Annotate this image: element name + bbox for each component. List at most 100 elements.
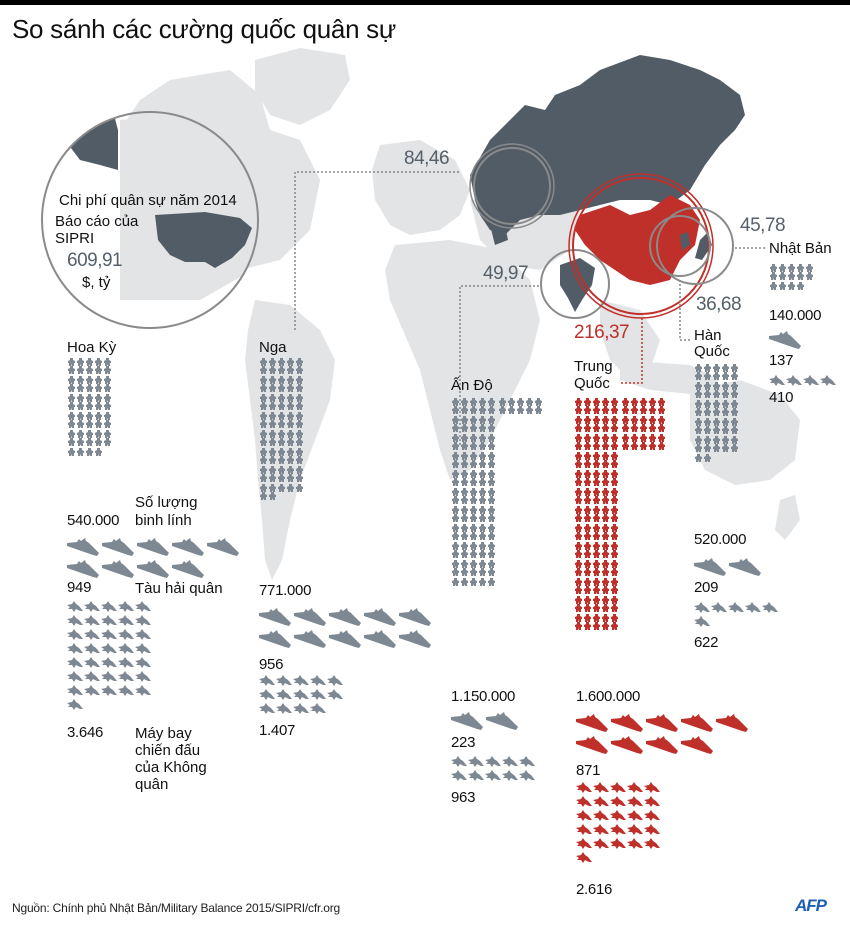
soldier-icon [278, 394, 285, 402]
soldier-icon [488, 406, 495, 414]
soldier-icon [631, 416, 638, 424]
fighter-jet-icon [118, 671, 134, 682]
soldier-icon [461, 398, 468, 406]
soldier-icon [77, 402, 84, 410]
soldier-icon [461, 496, 468, 504]
fighter-jet-icon [327, 675, 343, 686]
soldier-icon [479, 406, 486, 414]
soldier-icon [575, 442, 582, 450]
soldier-icon [731, 426, 738, 434]
soldier-icon [104, 420, 111, 428]
soldier-icon [584, 470, 591, 478]
soldier-icon [593, 560, 600, 568]
fighter-jet-icon [118, 643, 134, 654]
soldier-icon [517, 406, 524, 414]
fighter-jet-icon [576, 852, 592, 863]
fighter-jet-icon [502, 756, 518, 767]
soldier-icon [722, 364, 729, 372]
soldier-icon [470, 452, 477, 460]
soldier-icon [713, 372, 720, 380]
soldier-icon [278, 456, 285, 464]
warship-icon [329, 630, 361, 648]
soldier-icon [470, 560, 477, 568]
soldier-icon [611, 424, 618, 432]
soldiers-label-line2: binh lính [135, 512, 192, 529]
soldier-icon [649, 406, 656, 414]
soldier-icon [260, 438, 267, 446]
fighter-jet-icon [627, 838, 643, 849]
soldier-icon [722, 400, 729, 408]
soldier-icon [479, 398, 486, 406]
soldier-icon [95, 384, 102, 392]
soldier-icon [704, 436, 711, 444]
fighter-jet-icon [118, 657, 134, 668]
soldier-icon [770, 272, 777, 280]
india-soldiers-value: 1.150.000 [451, 688, 516, 705]
soldier-icon [602, 622, 609, 630]
soldier-icon [260, 492, 267, 500]
soldier-icon [722, 390, 729, 398]
fighter-jet-icon [803, 375, 819, 386]
fighter-jet-icon [293, 675, 309, 686]
soldier-icon [296, 420, 303, 428]
soldier-icon [488, 424, 495, 432]
soldier-icon [452, 542, 459, 550]
top-bar [0, 0, 850, 5]
soldier-icon [611, 398, 618, 406]
fighter-jet-icon [610, 782, 626, 793]
warship-icon [681, 714, 713, 732]
fighter-jet-icon [327, 689, 343, 700]
soldier-icon [649, 416, 656, 424]
soldier-icon [593, 488, 600, 496]
china-aircraft-icons [576, 782, 661, 866]
soldier-icon [593, 586, 600, 594]
soldier-icon [296, 358, 303, 366]
soldier-icon [461, 478, 468, 486]
soldier-icon [488, 506, 495, 514]
soldier-icon [806, 272, 813, 280]
soldier-icon [602, 604, 609, 612]
soldier-icon [95, 420, 102, 428]
soldier-icon [77, 358, 84, 366]
soldiers-label-line1: Số lượng [135, 494, 198, 511]
soldier-icon [269, 376, 276, 384]
soldier-icon [470, 568, 477, 576]
usa-soldiers-value: 540.000 [67, 512, 120, 529]
soldier-icon [278, 366, 285, 374]
warship-icon [364, 630, 396, 648]
soldier-icon [269, 384, 276, 392]
soldier-icon [470, 478, 477, 486]
warship-icon [172, 538, 204, 556]
soldier-icon [584, 514, 591, 522]
fighter-jet-icon [820, 375, 836, 386]
soldier-icon [470, 398, 477, 406]
soldier-icon [611, 560, 618, 568]
soldier-icon [584, 568, 591, 576]
soldier-icon [611, 524, 618, 532]
soldier-icon [788, 264, 795, 272]
soldier-icon [287, 466, 294, 474]
soldier-icon [488, 478, 495, 486]
aircraft-label-line2: chiến đấu [135, 742, 201, 759]
soldier-icon [593, 514, 600, 522]
soldier-icon [622, 434, 629, 442]
soldier-icon [575, 596, 582, 604]
soldier-icon [584, 578, 591, 586]
soldier-icon [584, 416, 591, 424]
soldier-icon [269, 492, 276, 500]
soldier-icon [593, 434, 600, 442]
soldier-icon [68, 430, 75, 438]
soldier-icon [488, 532, 495, 540]
soldier-icon [488, 568, 495, 576]
soldier-icon [104, 394, 111, 402]
warship-icon [399, 608, 431, 626]
soldier-icon [575, 550, 582, 558]
usa-spending: 609,91 [67, 250, 123, 271]
soldier-icon [260, 474, 267, 482]
fighter-jet-icon [485, 756, 501, 767]
south-korea-soldiers-value: 520.000 [694, 531, 747, 548]
soldier-icon [452, 496, 459, 504]
soldier-icon [602, 542, 609, 550]
soldier-icon [575, 506, 582, 514]
soldier-icon [77, 366, 84, 374]
